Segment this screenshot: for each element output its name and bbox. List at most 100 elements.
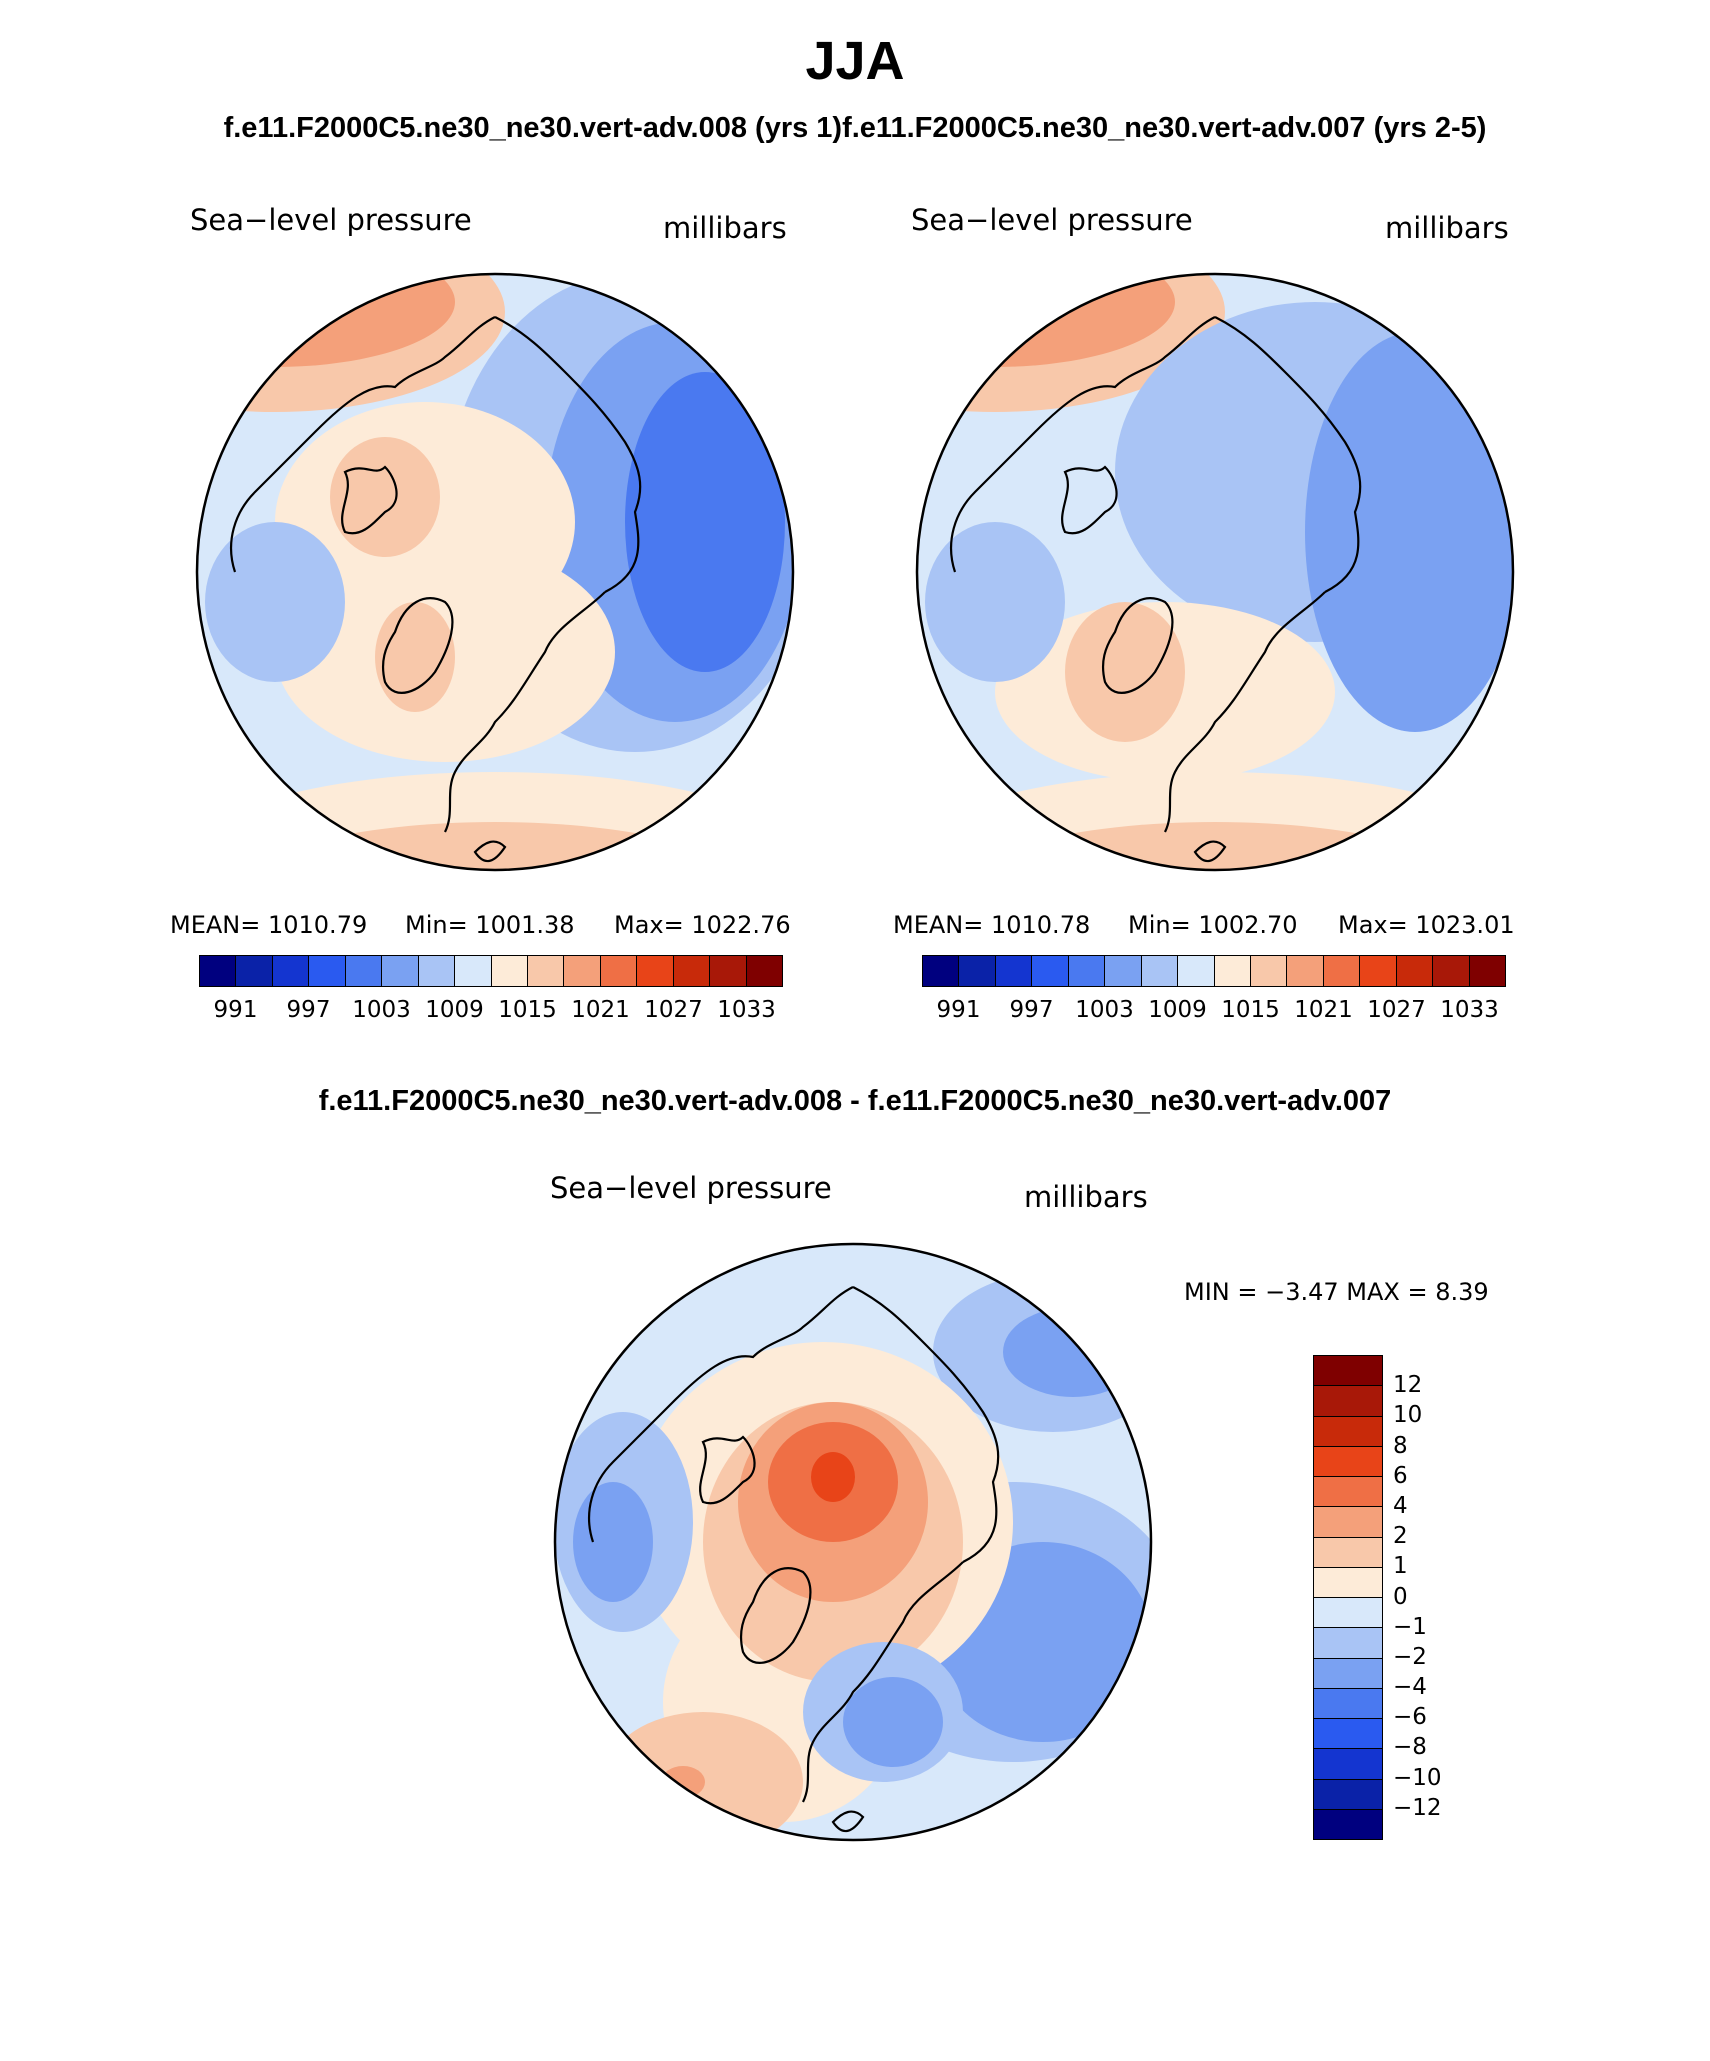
colorbar-swatch [1314, 1356, 1382, 1387]
colorbar-tick-label: −8 [1393, 1734, 1427, 1761]
figure-title: JJA [805, 31, 905, 91]
panel2-max: Max= 1023.01 [1338, 911, 1515, 939]
colorbar-swatch [746, 956, 782, 986]
panel2-mean: MEAN= 1010.78 [893, 911, 1091, 939]
colorbar-swatch [995, 956, 1033, 986]
panel1-border [195, 272, 795, 872]
colorbar-swatch [1314, 1809, 1382, 1839]
colorbar-tick-label: 10 [1393, 1402, 1423, 1429]
subtitle-top: f.e11.F2000C5.ne30_ne30.vert-adv.008 (yr… [223, 112, 1487, 144]
colorbar-swatch [710, 956, 747, 986]
colorbar-swatch [1314, 1749, 1382, 1780]
colorbar-swatch [1314, 1477, 1382, 1508]
colorbar-tick-label: 1 [1393, 1553, 1408, 1580]
colorbar-tick-label: −2 [1393, 1643, 1427, 1670]
colorbar-tick-label: 1003 [352, 997, 411, 1023]
colorbar-swatch [1250, 956, 1288, 986]
panel3-units: millibars [1024, 1180, 1148, 1214]
panel3-border [553, 1242, 1153, 1842]
panel1-map [195, 272, 795, 872]
colorbar-swatch [1287, 956, 1324, 986]
panel2-border [915, 272, 1515, 872]
panel3-coastlines [588, 1286, 1000, 1833]
panel2-units: millibars [1385, 211, 1509, 245]
colorbar-tick-label: 1021 [1294, 997, 1353, 1023]
panel1-variable: Sea−level pressure [190, 203, 472, 237]
colorbar-tick-label: 1027 [1367, 997, 1426, 1023]
panel2-variable: Sea−level pressure [911, 203, 1193, 237]
colorbar-swatch [455, 956, 492, 986]
colorbar-swatch [1314, 1658, 1382, 1689]
colorbar-tick-label: 997 [1009, 997, 1054, 1023]
panel1-max: Max= 1022.76 [614, 911, 791, 939]
panel3-colorbar [1313, 1355, 1383, 1840]
colorbar-tick-label: 1015 [498, 997, 557, 1023]
colorbar-tick-label: 1003 [1075, 997, 1134, 1023]
colorbar-swatch [673, 956, 711, 986]
colorbar-swatch [418, 956, 456, 986]
colorbar-swatch [1396, 956, 1434, 986]
colorbar-tick-label: −4 [1393, 1674, 1427, 1701]
panel1-coastlines [230, 316, 642, 863]
colorbar-swatch [1314, 1779, 1382, 1810]
colorbar-swatch [1360, 956, 1397, 986]
panel3-contours [555, 1244, 1151, 1840]
colorbar-swatch [1323, 956, 1361, 986]
colorbar-swatch [923, 956, 960, 986]
panel1-min: Min= 1001.38 [405, 911, 575, 939]
colorbar-swatch [345, 956, 383, 986]
colorbar-tick-label: 1021 [571, 997, 630, 1023]
colorbar-tick-label: 0 [1393, 1583, 1408, 1610]
subtitle-diff: f.e11.F2000C5.ne30_ne30.vert-adv.008 - f… [318, 1085, 1392, 1117]
colorbar-tick-label: 997 [286, 997, 331, 1023]
panel2-colorbar-labels: 991 997 1003 1009 1015 1021 1027 1033 [922, 997, 1504, 1027]
panel2-map [915, 272, 1515, 872]
colorbar-swatch [382, 956, 419, 986]
colorbar-tick-label: 991 [213, 997, 258, 1023]
panel1-mean: MEAN= 1010.79 [170, 911, 368, 939]
panel1-colorbar-labels: 991 997 1003 1009 1015 1021 1027 1033 [199, 997, 781, 1027]
colorbar-swatch [564, 956, 601, 986]
panel2-coastlines [950, 316, 1362, 863]
colorbar-swatch [1178, 956, 1215, 986]
colorbar-tick-label: 1009 [1148, 997, 1207, 1023]
colorbar-swatch [1032, 956, 1069, 986]
colorbar-swatch [1314, 1598, 1382, 1629]
colorbar-swatch [1068, 956, 1106, 986]
colorbar-swatch [491, 956, 528, 986]
colorbar-tick-label: 1009 [425, 997, 484, 1023]
colorbar-swatch [200, 956, 237, 986]
colorbar-tick-label: 1033 [1440, 997, 1499, 1023]
colorbar-tick-label: −6 [1393, 1704, 1427, 1731]
colorbar-swatch [1314, 1688, 1382, 1719]
colorbar-tick-label: −1 [1393, 1613, 1427, 1640]
colorbar-swatch [1314, 1628, 1382, 1659]
panel3-map [553, 1242, 1153, 1842]
panel3-minmax: MIN = −3.47 MAX = 8.39 [1184, 1278, 1489, 1306]
panel2-contours [917, 274, 1513, 870]
colorbar-tick-label: 991 [936, 997, 981, 1023]
colorbar-tick-label: 8 [1393, 1432, 1408, 1459]
colorbar-swatch [272, 956, 310, 986]
panel2-min: Min= 1002.70 [1128, 911, 1298, 939]
colorbar-swatch [1141, 956, 1179, 986]
colorbar-tick-label: 1027 [644, 997, 703, 1023]
colorbar-tick-label: 4 [1393, 1492, 1408, 1519]
colorbar-swatch [1314, 1567, 1382, 1598]
colorbar-swatch [1433, 956, 1470, 986]
colorbar-tick-label: 6 [1393, 1462, 1408, 1489]
colorbar-swatch [1314, 1537, 1382, 1568]
colorbar-tick-label: 12 [1393, 1372, 1423, 1399]
colorbar-tick-label: 2 [1393, 1523, 1408, 1550]
panel1-units: millibars [663, 211, 787, 245]
colorbar-swatch [600, 956, 638, 986]
colorbar-swatch [527, 956, 565, 986]
panel1-colorbar [199, 955, 783, 987]
colorbar-swatch [309, 956, 346, 986]
colorbar-swatch [1314, 1386, 1382, 1417]
colorbar-tick-label: 1015 [1221, 997, 1280, 1023]
panel1-contours [197, 274, 793, 870]
colorbar-swatch [1314, 1719, 1382, 1750]
colorbar-swatch [236, 956, 273, 986]
colorbar-swatch [1314, 1446, 1382, 1477]
